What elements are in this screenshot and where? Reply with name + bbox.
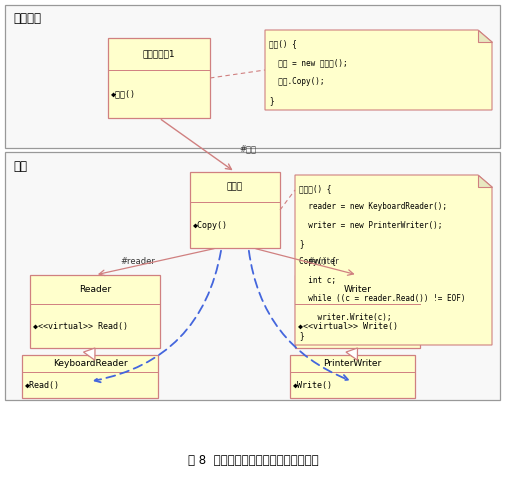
Text: Writer: Writer — [343, 285, 371, 294]
Text: writer.Write(c);: writer.Write(c); — [298, 313, 391, 322]
Text: 服务 = new 服务类();: 服务 = new 服务类(); — [269, 58, 347, 67]
Bar — [5, 152, 499, 400]
Polygon shape — [477, 175, 491, 187]
Polygon shape — [294, 175, 491, 345]
Text: #writer: #writer — [307, 257, 338, 266]
Text: int c;: int c; — [298, 276, 335, 285]
Text: ◆<<virtual>> Write(): ◆<<virtual>> Write() — [297, 322, 397, 331]
Text: writer = new PrinterWriter();: writer = new PrinterWriter(); — [298, 221, 441, 229]
Polygon shape — [83, 348, 95, 360]
Bar — [30, 275, 160, 348]
Text: KeyboardReader: KeyboardReader — [53, 359, 127, 368]
Text: 服务类: 服务类 — [226, 183, 242, 192]
Text: Copy() {: Copy() { — [298, 257, 335, 266]
Text: ◆Copy(): ◆Copy() — [192, 221, 228, 230]
Bar — [189, 172, 279, 248]
Text: #reader: #reader — [120, 257, 155, 266]
Text: while ((c = reader.Read()) != EOF): while ((c = reader.Read()) != EOF) — [298, 294, 465, 303]
Text: ◆<<virtual>> Read(): ◆<<virtual>> Read() — [33, 322, 128, 331]
Text: }: } — [269, 96, 273, 105]
Bar — [294, 275, 419, 348]
Text: ◆Write(): ◆Write() — [292, 381, 332, 390]
Text: 类库: 类库 — [13, 159, 27, 172]
Text: ◆函数(): ◆函数() — [111, 89, 136, 98]
Text: Reader: Reader — [79, 285, 111, 294]
Text: PrinterWriter: PrinterWriter — [323, 359, 381, 368]
Text: 应用程序类1: 应用程序类1 — [142, 49, 175, 59]
Bar — [5, 5, 499, 148]
Text: 函数() {: 函数() { — [269, 39, 296, 48]
Bar — [108, 38, 210, 118]
Text: 服务类() {: 服务类() { — [298, 184, 331, 193]
Text: ◆Read(): ◆Read() — [25, 381, 60, 390]
Text: reader = new KeyboardReader();: reader = new KeyboardReader(); — [298, 202, 446, 211]
Polygon shape — [265, 30, 491, 110]
Polygon shape — [477, 30, 491, 42]
Text: 图 8  创建具体的实现对象时的依赖关系: 图 8 创建具体的实现对象时的依赖关系 — [187, 454, 318, 467]
Bar — [289, 355, 414, 398]
Bar — [22, 355, 158, 398]
Text: 服务.Copy();: 服务.Copy(); — [269, 77, 324, 86]
Polygon shape — [345, 348, 357, 360]
Text: #服务: #服务 — [238, 144, 256, 154]
Text: }: } — [298, 331, 303, 340]
Text: }: } — [298, 239, 303, 248]
Text: 应用程序: 应用程序 — [13, 12, 41, 25]
